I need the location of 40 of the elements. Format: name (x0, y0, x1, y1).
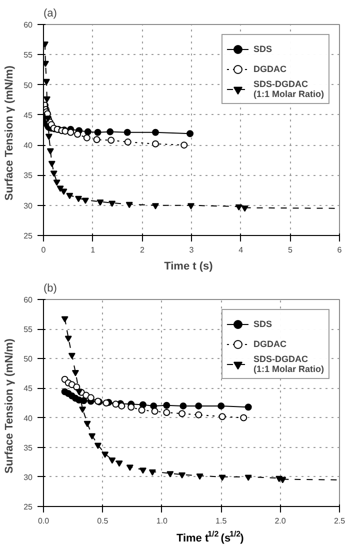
x-tick-label: 0 (41, 246, 46, 254)
chart-title: (a) (44, 8, 57, 20)
legend-label: SDS (253, 319, 273, 329)
legend-label: DGDAC (253, 339, 286, 349)
y-tick-label: 40 (24, 414, 34, 423)
y-tick-label: 35 (24, 443, 34, 452)
x-tick-label: 2.0 (274, 516, 286, 526)
y-tick-label: 55 (24, 50, 34, 60)
y-tick-label: 30 (24, 472, 34, 482)
x-axis-title: Time t (s) (164, 260, 214, 272)
x-tick-label: 2 (140, 246, 145, 254)
y-axis-title: Surface Tension γ (mN/m) (4, 65, 16, 200)
x-tick-label: 2.5 (334, 516, 346, 526)
y-tick-label: 50 (24, 354, 34, 364)
legend-label: SDS-DGDAC (1:1 Molar Ratio) (253, 354, 324, 374)
y-tick-label: 45 (24, 110, 34, 120)
x-tick-label: 1.0 (156, 516, 168, 526)
y-tick-label: 35 (24, 171, 34, 180)
y-tick-label: 50 (24, 80, 34, 90)
legend-label: SDS-DGDAC (1:1 Molar Ratio) (253, 79, 324, 99)
x-tick-label: 1.5 (216, 516, 228, 526)
y-tick-label: 55 (24, 325, 34, 334)
x-tick-label: 6 (337, 246, 342, 254)
x-tick-label: 0.5 (97, 516, 109, 526)
chart-title: (b) (44, 282, 57, 294)
x-tick-label: 3 (189, 246, 194, 254)
legend-label: DGDAC (253, 64, 286, 74)
legend-label: SDS (253, 44, 273, 54)
x-tick-label: 5 (288, 246, 293, 254)
x-tick-label: 4 (238, 246, 244, 254)
y-tick-label: 45 (24, 384, 34, 394)
y-tick-label: 30 (24, 201, 34, 210)
y-tick-label: 25 (24, 232, 34, 240)
y-tick-label: 25 (24, 502, 34, 512)
x-tick-label: 1 (90, 246, 96, 254)
y-tick-label: 60 (24, 296, 34, 304)
y-axis-title: Surface Tension γ (mN/m) (4, 338, 16, 474)
x-tick-label: 0.0 (38, 516, 50, 526)
y-tick-label: 40 (24, 141, 34, 150)
y-tick-label: 60 (24, 20, 34, 30)
